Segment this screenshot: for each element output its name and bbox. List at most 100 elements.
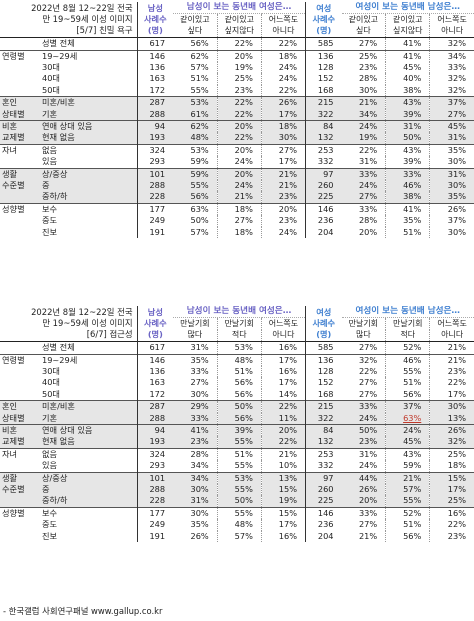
female-percent-value: 32% <box>358 354 378 365</box>
male-percent: 57% <box>190 62 209 72</box>
male-percent: 59% <box>173 167 218 181</box>
row-subcategory: 기혼 <box>42 108 58 119</box>
female-sample-count: 168 <box>305 84 342 97</box>
male-percent: 30% <box>190 388 209 399</box>
male-sample-count: 136 <box>136 62 174 74</box>
female-percent: 22% <box>342 366 386 377</box>
male-percent: 10% <box>260 460 306 473</box>
female-percent: 24% <box>342 460 386 472</box>
table-title: 2022년 8월 12~22일 전국 만 19~59세 이성 이미지 [6/7] 접… <box>0 306 138 342</box>
table-row: 중도 249 35% 48% 17% 236 27% 51% 22% <box>0 519 474 531</box>
row-label: 수준별 중 <box>0 484 138 496</box>
male-percent: 50% <box>216 495 262 508</box>
female-percent: 27% <box>429 108 474 121</box>
female-percent-value: 46% <box>403 180 422 191</box>
column-label: 만날기회 <box>173 317 218 330</box>
row-label: 성별 전체 <box>0 341 138 355</box>
female-percent-value: 30% <box>358 84 378 95</box>
male-percent: 35% <box>190 519 209 530</box>
male-sample-count: 191 <box>136 530 174 543</box>
male-percent: 17% <box>260 377 306 389</box>
column-label: 싶다 <box>173 25 218 38</box>
male-percent: 55% <box>216 484 262 496</box>
column-label: 만날기회 <box>385 317 430 330</box>
female-percent-value: 33% <box>358 168 378 179</box>
male-sample-header: 남성 사례수 (명) <box>136 2 174 38</box>
female-percent-value: 21% <box>447 342 466 353</box>
male-sample-count: 172 <box>136 388 174 401</box>
female-percent: 33% <box>341 167 386 181</box>
row-category: 생활 <box>2 472 18 483</box>
female-percent-value: 51% <box>403 377 422 388</box>
female-percent-value: 32% <box>447 436 466 447</box>
table-row: 수준별 중 288 30% 55% 15% 260 26% 57% 17% <box>0 484 474 496</box>
male-sample-count: 228 <box>136 495 174 508</box>
male-percent: 16% <box>260 341 306 355</box>
male-percent: 26% <box>190 530 209 541</box>
male-percent: 57% <box>190 226 209 237</box>
male-sample-count: 288 <box>136 412 174 425</box>
female-percent: 24% <box>341 412 386 425</box>
male-percent: 39% <box>216 424 262 437</box>
female-percent-value: 33% <box>403 168 422 179</box>
column-label: 만날기회 <box>341 317 386 330</box>
female-percent: 46% <box>385 353 430 366</box>
table-row: 생활 상/중상 101 59% 20% 21% 97 33% 33% 31% <box>0 167 474 181</box>
table-row: 진보 191 26% 57% 16% 204 21% 56% 23% <box>0 530 474 543</box>
female-percent-value: 23% <box>447 366 466 376</box>
female-percent: 20% <box>342 227 386 238</box>
male-percent: 18% <box>216 226 262 239</box>
female-percent: 15% <box>429 471 474 485</box>
female-percent: 19% <box>341 132 386 145</box>
male-percent: 24% <box>260 73 306 85</box>
female-percent-value: 38% <box>403 191 422 202</box>
female-percent-value: 35% <box>403 215 422 226</box>
male-percent: 53% <box>173 143 218 157</box>
column-label: 적다 <box>216 329 262 342</box>
footer-source: - 한국갤럽 사회연구패널 www.gallup.co.kr <box>3 606 163 616</box>
row-label: 교제별 현재 없음 <box>0 436 138 449</box>
female-percent: 27% <box>341 341 386 355</box>
female-percent: 45% <box>385 436 430 449</box>
column-label: 적다 <box>385 329 430 342</box>
table-row: 교제별 현재 없음 193 23% 55% 22% 132 23% 45% 32% <box>0 436 474 449</box>
female-percent: 25% <box>429 495 474 508</box>
male-percent: 51% <box>216 366 262 378</box>
female-sample-count: 236 <box>305 215 342 227</box>
table-row: 상태별 기혼 288 33% 56% 11% 322 24% 63% 13% <box>0 412 474 425</box>
male-percent: 20% <box>216 120 262 133</box>
row-label: 자녀 없음 <box>0 447 138 461</box>
row-subcategory: 없음 <box>42 448 58 459</box>
female-percent: 16% <box>429 506 474 520</box>
male-sample-count: 172 <box>136 84 174 97</box>
female-group-title: 여성이 보는 동년배 남성은… <box>341 306 474 319</box>
table-title: 2022년 8월 12~22일 전국 만 19~59세 이성 이미지 [5/7] 친… <box>0 2 138 38</box>
male-sample-count: 617 <box>136 341 174 355</box>
female-percent: 23% <box>429 530 474 543</box>
female-percent: 33% <box>385 167 430 181</box>
female-sample-count: 128 <box>305 62 342 74</box>
female-percent-value: 35% <box>447 144 466 155</box>
female-percent-value: 41% <box>403 50 422 61</box>
table-row: 중하/하 228 56% 21% 23% 225 27% 38% 35% <box>0 191 474 204</box>
male-percent: 18% <box>260 49 306 62</box>
female-percent: 33% <box>341 400 386 413</box>
male-percent: 33% <box>190 366 209 376</box>
male-sample-header: 남성 사례수 (명) <box>136 306 174 342</box>
female-percent: 27% <box>342 377 386 388</box>
female-percent: 56% <box>385 530 430 543</box>
row-category: 자녀 <box>2 144 18 155</box>
female-percent-value: 55% <box>403 366 422 376</box>
female-percent: 30% <box>429 156 474 169</box>
male-percent: 27% <box>216 215 262 227</box>
female-percent-value: 17% <box>447 484 466 495</box>
table-row: 성별 전체 617 56% 22% 22% 585 27% 41% 32% <box>0 37 474 51</box>
male-percent: 16% <box>260 366 306 378</box>
male-percent: 34% <box>173 471 218 485</box>
female-percent: 23% <box>341 436 386 449</box>
male-percent: 21% <box>260 167 306 181</box>
row-subcategory: 30대 <box>42 366 60 376</box>
table-row: 연령별 19~29세 146 35% 48% 17% 136 32% 46% 21% <box>0 353 474 366</box>
row-subcategory: 중도 <box>42 215 58 226</box>
male-sample-count: 177 <box>136 506 174 520</box>
